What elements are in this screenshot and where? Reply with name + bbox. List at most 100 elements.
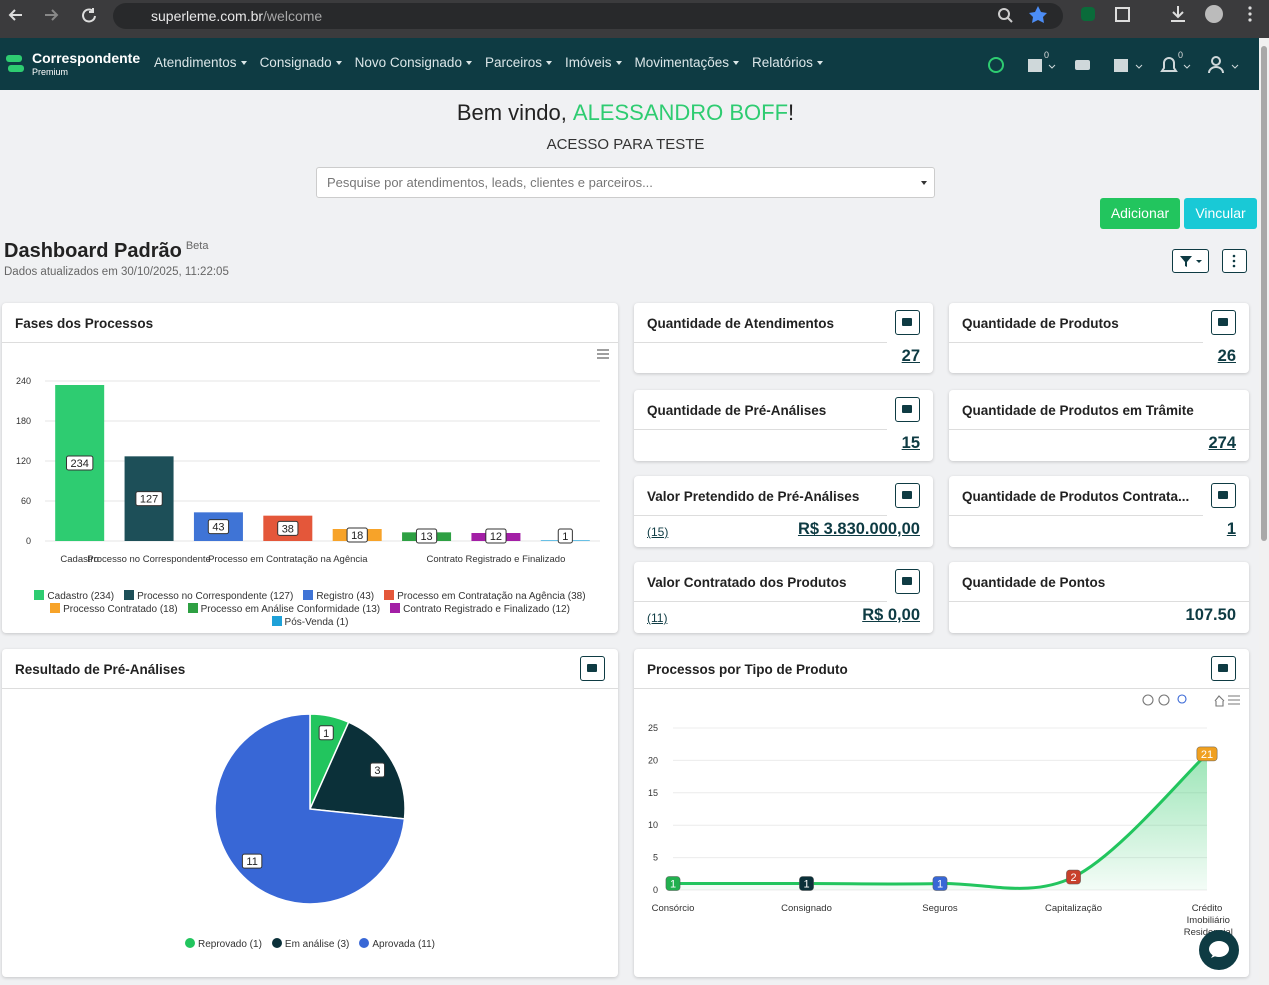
y-tick-label: 60 bbox=[21, 496, 31, 506]
card-title: Quantidade de Pré-Análises bbox=[634, 390, 887, 430]
data-label-box bbox=[207, 519, 230, 535]
data-label-box bbox=[1196, 746, 1218, 762]
calendar-button[interactable] bbox=[895, 569, 920, 594]
menu-item[interactable]: Relatórios bbox=[752, 55, 823, 70]
legend-label: Reprovado (1) bbox=[197, 939, 262, 950]
data-label-box bbox=[415, 528, 438, 544]
card-value[interactable]: R$ 3.830.000,00 bbox=[797, 520, 920, 538]
logo bbox=[6, 55, 24, 72]
legend-swatch bbox=[34, 590, 45, 600]
menu-item[interactable]: Consignado bbox=[260, 55, 342, 70]
data-label-box bbox=[66, 455, 94, 471]
scrollbar bbox=[1259, 38, 1269, 985]
search-box[interactable]: Pesquise por atendimentos, leads, client… bbox=[316, 167, 935, 198]
calendar-button[interactable] bbox=[895, 483, 920, 508]
welcome-subtitle: ACESSO PARA TESTE bbox=[546, 136, 705, 153]
legend-item: Processo em Análise Conformidade (13) bbox=[187, 603, 380, 615]
welcome: Bem vindo, ALESSANDRO BOFF! bbox=[0, 100, 1251, 126]
card-count[interactable]: (11) bbox=[647, 611, 668, 625]
menu-item[interactable]: Novo Consignado bbox=[355, 55, 472, 70]
card-title: Valor Contratado dos Produtos bbox=[634, 562, 887, 602]
x-tick-label: Seguros bbox=[922, 903, 958, 914]
data-label: 18 bbox=[346, 527, 368, 543]
nav-icons: 0 0 bbox=[988, 50, 1239, 74]
chat-button[interactable] bbox=[1198, 929, 1240, 971]
legend-swatch bbox=[184, 938, 195, 948]
y-tick-label: 15 bbox=[648, 788, 658, 798]
updated-at: Dados atualizados em 30/10/2025, 11:22:0… bbox=[4, 266, 229, 278]
scroll-thumb[interactable] bbox=[1261, 46, 1267, 541]
brand-sub: Premium bbox=[32, 67, 69, 77]
data-label-text: 1 bbox=[937, 879, 943, 891]
more-button[interactable] bbox=[1222, 249, 1247, 273]
legend-label: Processo no Correspondente (127) bbox=[137, 591, 294, 602]
pie-chart: 1 3 11 bbox=[214, 713, 406, 905]
menu-item[interactable]: Parceiros bbox=[485, 55, 552, 70]
data-label-box bbox=[318, 725, 334, 741]
legend-item: Contrato Registrado e Finalizado (12) bbox=[390, 603, 570, 615]
y-tick-label: 0 bbox=[653, 885, 658, 895]
x-tick-label: Contrato Registrado e Finalizado bbox=[426, 554, 565, 565]
calendar-button[interactable] bbox=[895, 310, 920, 335]
card-value[interactable]: 15 bbox=[901, 434, 920, 452]
stat-card: Valor Pretendido de Pré-Análises (15) R$ 3… bbox=[634, 476, 933, 547]
brand[interactable]: Correspondente Premium bbox=[32, 51, 140, 79]
menu-item[interactable]: Movimentações bbox=[635, 55, 740, 70]
calendar-button[interactable] bbox=[1211, 656, 1236, 681]
card-value[interactable]: 274 bbox=[1208, 434, 1236, 452]
calendar-button[interactable] bbox=[1211, 483, 1236, 508]
address-bar[interactable]: superleme.com.br/welcome bbox=[113, 3, 1063, 29]
y-tick-label: 25 bbox=[648, 723, 658, 733]
data-label: 38 bbox=[277, 520, 299, 536]
data-label-box bbox=[369, 762, 386, 778]
legend-item: Processo Contratado (18) bbox=[50, 603, 178, 615]
legend-swatch bbox=[359, 938, 370, 948]
bar-panel: Fases dos Processos 0 60 120 180 240 Cadastro… bbox=[2, 303, 618, 633]
card-value[interactable]: 1 bbox=[1226, 520, 1236, 538]
legend-label: Processo Contratado (18) bbox=[63, 604, 178, 615]
card-count[interactable]: (15) bbox=[647, 525, 669, 539]
data-label-box bbox=[1066, 869, 1081, 885]
menu-item[interactable]: Atendimentos bbox=[154, 55, 247, 70]
legend: Reprovado (1) Em análise (3) Aprovada (11) bbox=[22, 938, 598, 950]
card-title: Quantidade de Produtos em Trâmite bbox=[949, 390, 1249, 430]
card-value[interactable]: R$ 0,00 bbox=[862, 606, 920, 624]
greeting: Bem vindo, bbox=[456, 100, 567, 125]
menu: Atendimentos Consignado Novo Consignado Par… bbox=[154, 55, 823, 70]
legend-item: Reprovado (1) bbox=[184, 938, 262, 950]
card-value[interactable]: 27 bbox=[901, 347, 920, 365]
data-label-box bbox=[932, 876, 948, 891]
add-button[interactable]: Adicionar bbox=[1100, 198, 1180, 229]
legend-label: Pós-Venda (1) bbox=[284, 617, 349, 628]
legend-swatch bbox=[124, 590, 135, 600]
legend-swatch bbox=[303, 590, 314, 600]
stat-card: Quantidade de Atendimentos 27 bbox=[634, 303, 933, 373]
data-label-text: 2 bbox=[1070, 872, 1076, 884]
data-label: 12 bbox=[485, 528, 507, 544]
x-tick-label: Capitalização bbox=[1045, 903, 1102, 914]
browser-nav-icons bbox=[8, 8, 96, 23]
calendar-button[interactable] bbox=[1211, 310, 1236, 335]
data-label: 43 bbox=[207, 519, 230, 535]
stat-card: Quantidade de Pontos 107.50 bbox=[949, 562, 1249, 633]
data-label-text: 1 bbox=[803, 879, 809, 891]
link-button[interactable]: Vincular bbox=[1184, 198, 1257, 229]
data-label: 2 bbox=[1066, 869, 1081, 885]
data-label-text: 43 bbox=[212, 522, 224, 534]
legend-item: Em análise (3) bbox=[271, 938, 349, 950]
filter-icon bbox=[1180, 256, 1202, 267]
data-label-box bbox=[135, 491, 163, 507]
legend-item: Pós-Venda (1) bbox=[271, 616, 349, 628]
legend-item: Processo no Correspondente (127) bbox=[124, 590, 293, 602]
menu-item[interactable]: Imóveis bbox=[565, 55, 622, 70]
filter-button[interactable] bbox=[1172, 249, 1209, 273]
pie-slice bbox=[308, 721, 406, 820]
exclamation: ! bbox=[788, 100, 795, 125]
data-label-box bbox=[346, 527, 368, 543]
card-value[interactable]: 26 bbox=[1217, 347, 1236, 365]
card-value: 107.50 bbox=[1185, 606, 1236, 624]
legend-label: Registro (43) bbox=[316, 591, 375, 602]
calendar-button[interactable] bbox=[895, 397, 920, 422]
calendar-button[interactable] bbox=[580, 656, 605, 681]
panel-title: Fases dos Processos bbox=[2, 303, 618, 343]
